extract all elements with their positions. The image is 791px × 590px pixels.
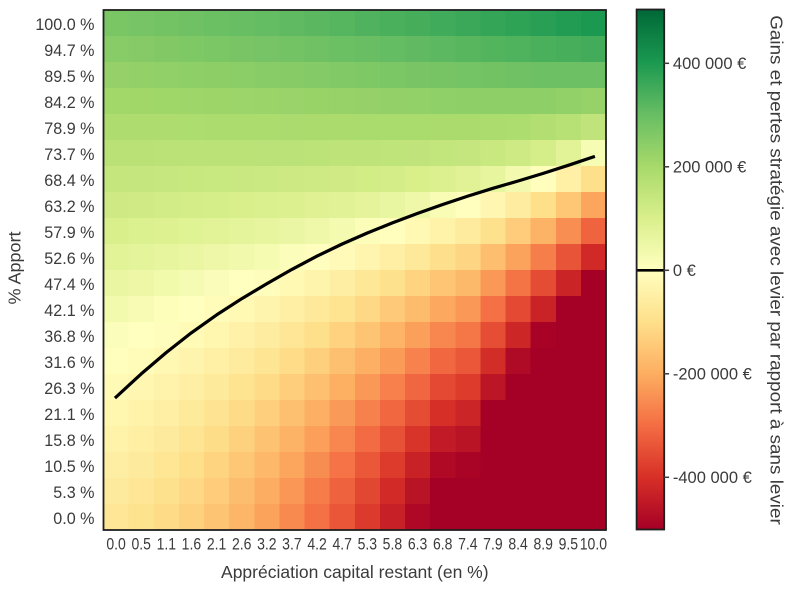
svg-text:2.1: 2.1 xyxy=(207,535,226,553)
svg-text:-200 000 €: -200 000 € xyxy=(673,366,752,384)
svg-text:1.1: 1.1 xyxy=(157,535,176,553)
svg-text:26.3 %: 26.3 % xyxy=(44,380,94,398)
svg-text:3.7: 3.7 xyxy=(282,535,301,553)
svg-text:9.5: 9.5 xyxy=(559,535,578,553)
svg-text:52.6 %: 52.6 % xyxy=(44,250,94,268)
svg-text:8.9: 8.9 xyxy=(533,535,552,553)
svg-text:Gains et pertes stratégie avec: Gains et pertes stratégie avec levier pa… xyxy=(767,15,786,525)
svg-text:8.4: 8.4 xyxy=(508,535,528,553)
svg-text:200 000 €: 200 000 € xyxy=(673,159,746,177)
svg-text:31.6 %: 31.6 % xyxy=(44,354,94,372)
svg-text:21.1 %: 21.1 % xyxy=(44,406,94,424)
svg-text:7.9: 7.9 xyxy=(483,535,502,553)
svg-text:36.8 %: 36.8 % xyxy=(44,328,94,346)
svg-text:89.5 %: 89.5 % xyxy=(44,68,94,86)
svg-text:6.8: 6.8 xyxy=(433,535,452,553)
svg-text:6.3: 6.3 xyxy=(408,535,427,553)
svg-text:0.0: 0.0 xyxy=(106,535,125,553)
svg-text:100.0 %: 100.0 % xyxy=(35,16,94,34)
svg-text:0.0 %: 0.0 % xyxy=(53,510,94,528)
svg-text:4.7: 4.7 xyxy=(332,535,351,553)
svg-text:73.7 %: 73.7 % xyxy=(44,146,94,164)
svg-text:% Apport: % Apport xyxy=(5,231,25,304)
svg-text:-400 000 €: -400 000 € xyxy=(673,469,752,487)
svg-text:10.5 %: 10.5 % xyxy=(44,458,94,476)
svg-text:57.9 %: 57.9 % xyxy=(44,224,94,242)
svg-text:5.8: 5.8 xyxy=(383,535,402,553)
svg-text:47.4 %: 47.4 % xyxy=(44,276,94,294)
svg-text:63.2 %: 63.2 % xyxy=(44,198,94,216)
svg-text:0 €: 0 € xyxy=(673,262,696,280)
svg-text:15.8 %: 15.8 % xyxy=(44,432,94,450)
svg-text:10.0: 10.0 xyxy=(580,535,607,553)
svg-text:94.7 %: 94.7 % xyxy=(44,42,94,60)
svg-text:68.4 %: 68.4 % xyxy=(44,172,94,190)
svg-text:5.3 %: 5.3 % xyxy=(53,484,94,502)
svg-text:Appréciation capital restant (: Appréciation capital restant (en %) xyxy=(221,562,489,582)
svg-text:42.1 %: 42.1 % xyxy=(44,302,94,320)
svg-text:4.2: 4.2 xyxy=(307,535,326,553)
svg-text:2.6: 2.6 xyxy=(232,535,251,553)
svg-text:5.3: 5.3 xyxy=(358,535,377,553)
svg-text:84.2 %: 84.2 % xyxy=(44,94,94,112)
svg-text:0.5: 0.5 xyxy=(131,535,150,553)
svg-text:1.6: 1.6 xyxy=(182,535,201,553)
svg-text:400 000 €: 400 000 € xyxy=(673,55,746,73)
svg-text:7.4: 7.4 xyxy=(458,535,478,553)
svg-text:3.2: 3.2 xyxy=(257,535,276,553)
svg-text:78.9 %: 78.9 % xyxy=(44,120,94,138)
